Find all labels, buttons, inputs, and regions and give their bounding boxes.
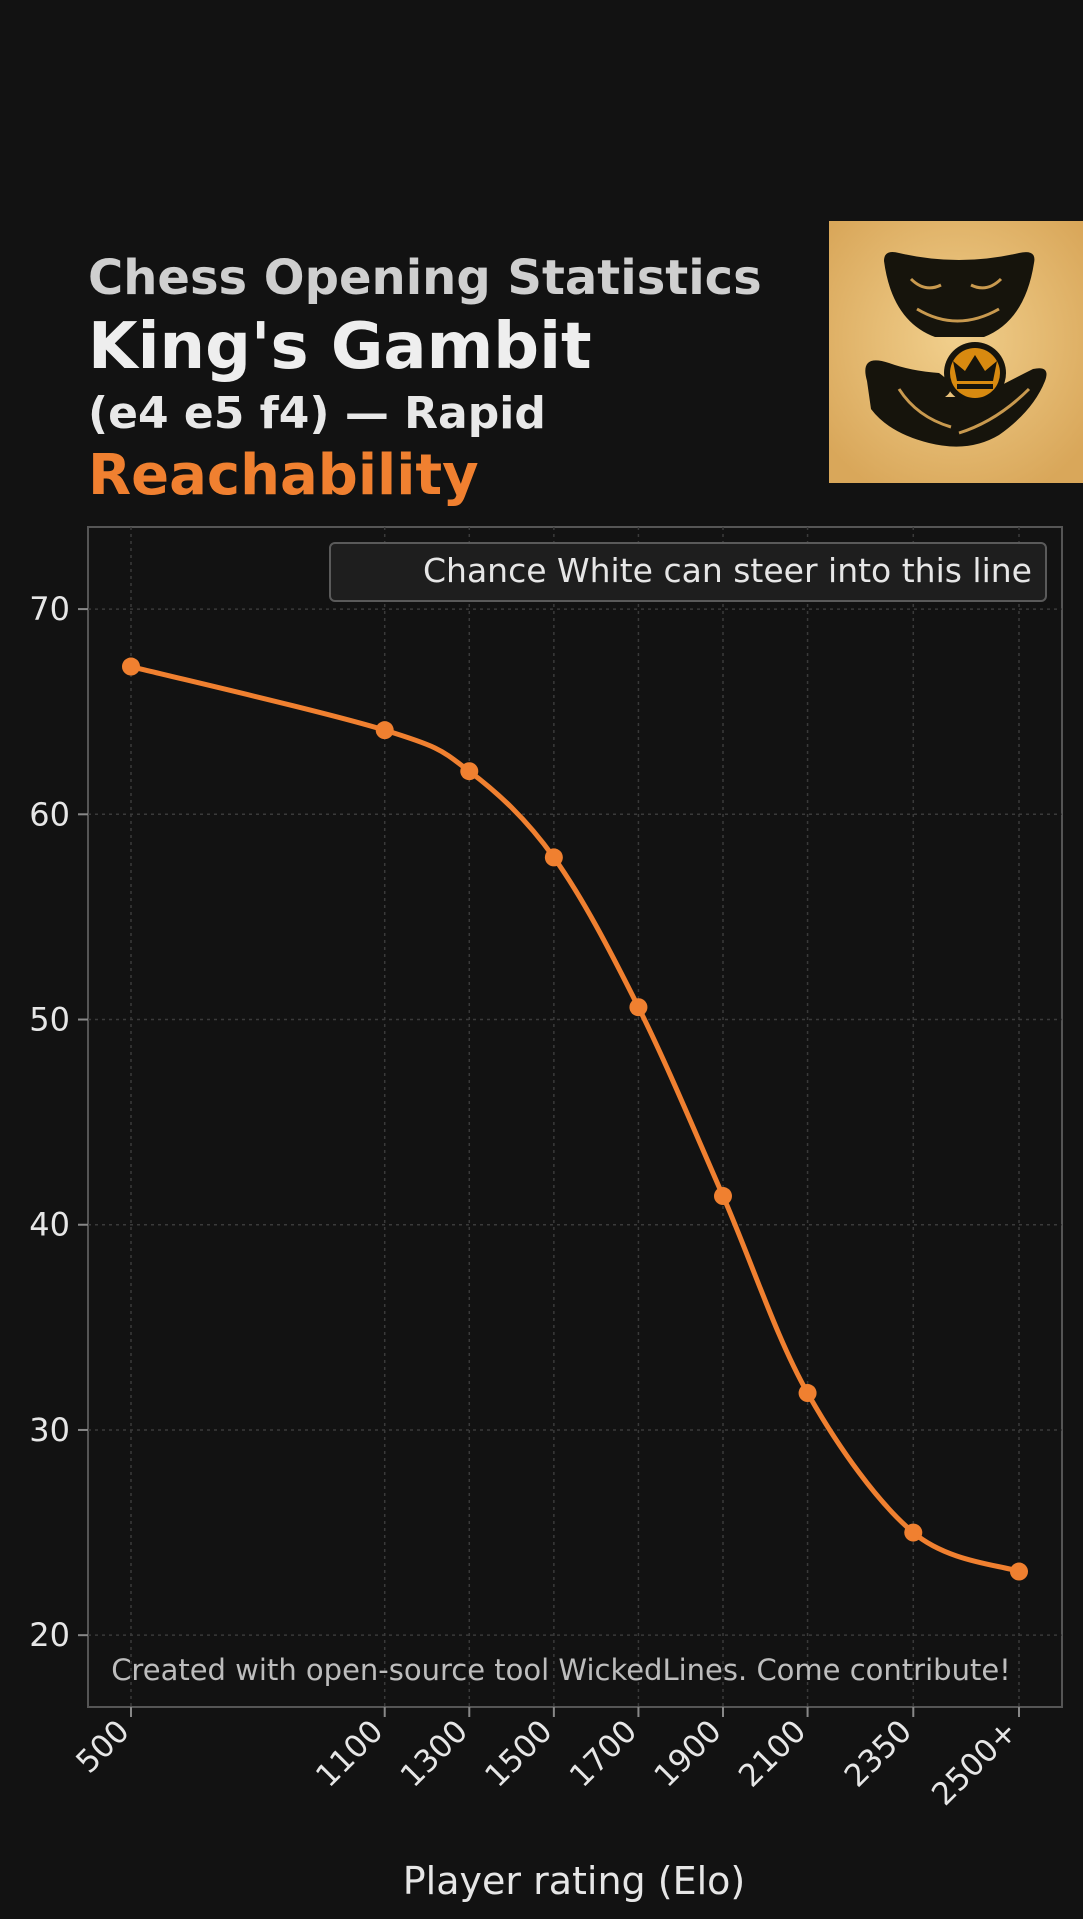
legend-label: Chance White can steer into this line (423, 551, 1032, 590)
data-point-1100 (375, 721, 394, 740)
grid-lines (78, 527, 1062, 1717)
x-tick-label: 1500 (478, 1713, 559, 1794)
chart-footnote: Created with open-source tool WickedLine… (111, 1653, 1011, 1687)
opening-line-subtitle: (e4 e5 f4) — Rapid (88, 388, 546, 439)
y-tick-label: 60 (29, 795, 70, 833)
x-tick-label: 1300 (394, 1713, 475, 1794)
y-tick-label: 20 (29, 1616, 70, 1654)
data-point-1300 (460, 762, 479, 781)
y-tick-label: 40 (29, 1206, 70, 1244)
chart-header: Chess Opening Statistics King's Gambit (… (88, 248, 808, 510)
y-tick-labels: 20 30 40 50 60 70 (29, 590, 70, 1654)
data-points (122, 657, 1028, 1581)
x-tick-labels: 500 1100 1300 1500 1700 1900 2100 2350 2500+ (69, 1713, 1024, 1813)
chart-supertitle: Chess Opening Statistics (88, 250, 762, 306)
x-tick-label: 2350 (838, 1713, 919, 1794)
data-point-2100 (798, 1384, 817, 1403)
data-point-2500+ (1010, 1562, 1028, 1581)
plot-area (87, 526, 1063, 1708)
data-point-1500 (544, 848, 563, 867)
x-tick-label: 1100 (309, 1713, 390, 1794)
opening-title: King's Gambit (88, 310, 592, 384)
metric-title: Reachability (88, 443, 479, 508)
x-tick-label: 2500+ (925, 1713, 1025, 1813)
data-point-1700 (629, 998, 648, 1017)
x-tick-label: 1900 (647, 1713, 728, 1794)
legend: Chance White can steer into this line (329, 542, 1047, 602)
x-tick-label: 500 (69, 1713, 136, 1780)
x-tick-label: 1700 (563, 1713, 644, 1794)
x-tick-label: 2100 (732, 1713, 813, 1794)
legend-box (329, 542, 1047, 602)
x-axis-label: Player rating (Elo) (403, 1859, 745, 1903)
data-point-2350 (904, 1523, 923, 1542)
y-tick-label: 70 (29, 590, 70, 628)
y-tick-label: 50 (29, 1001, 70, 1039)
data-point-500 (122, 657, 140, 676)
data-point-1900 (714, 1187, 732, 1206)
y-tick-label: 30 (29, 1411, 70, 1449)
hand-giving-coin-with-crown-icon (829, 221, 1083, 483)
